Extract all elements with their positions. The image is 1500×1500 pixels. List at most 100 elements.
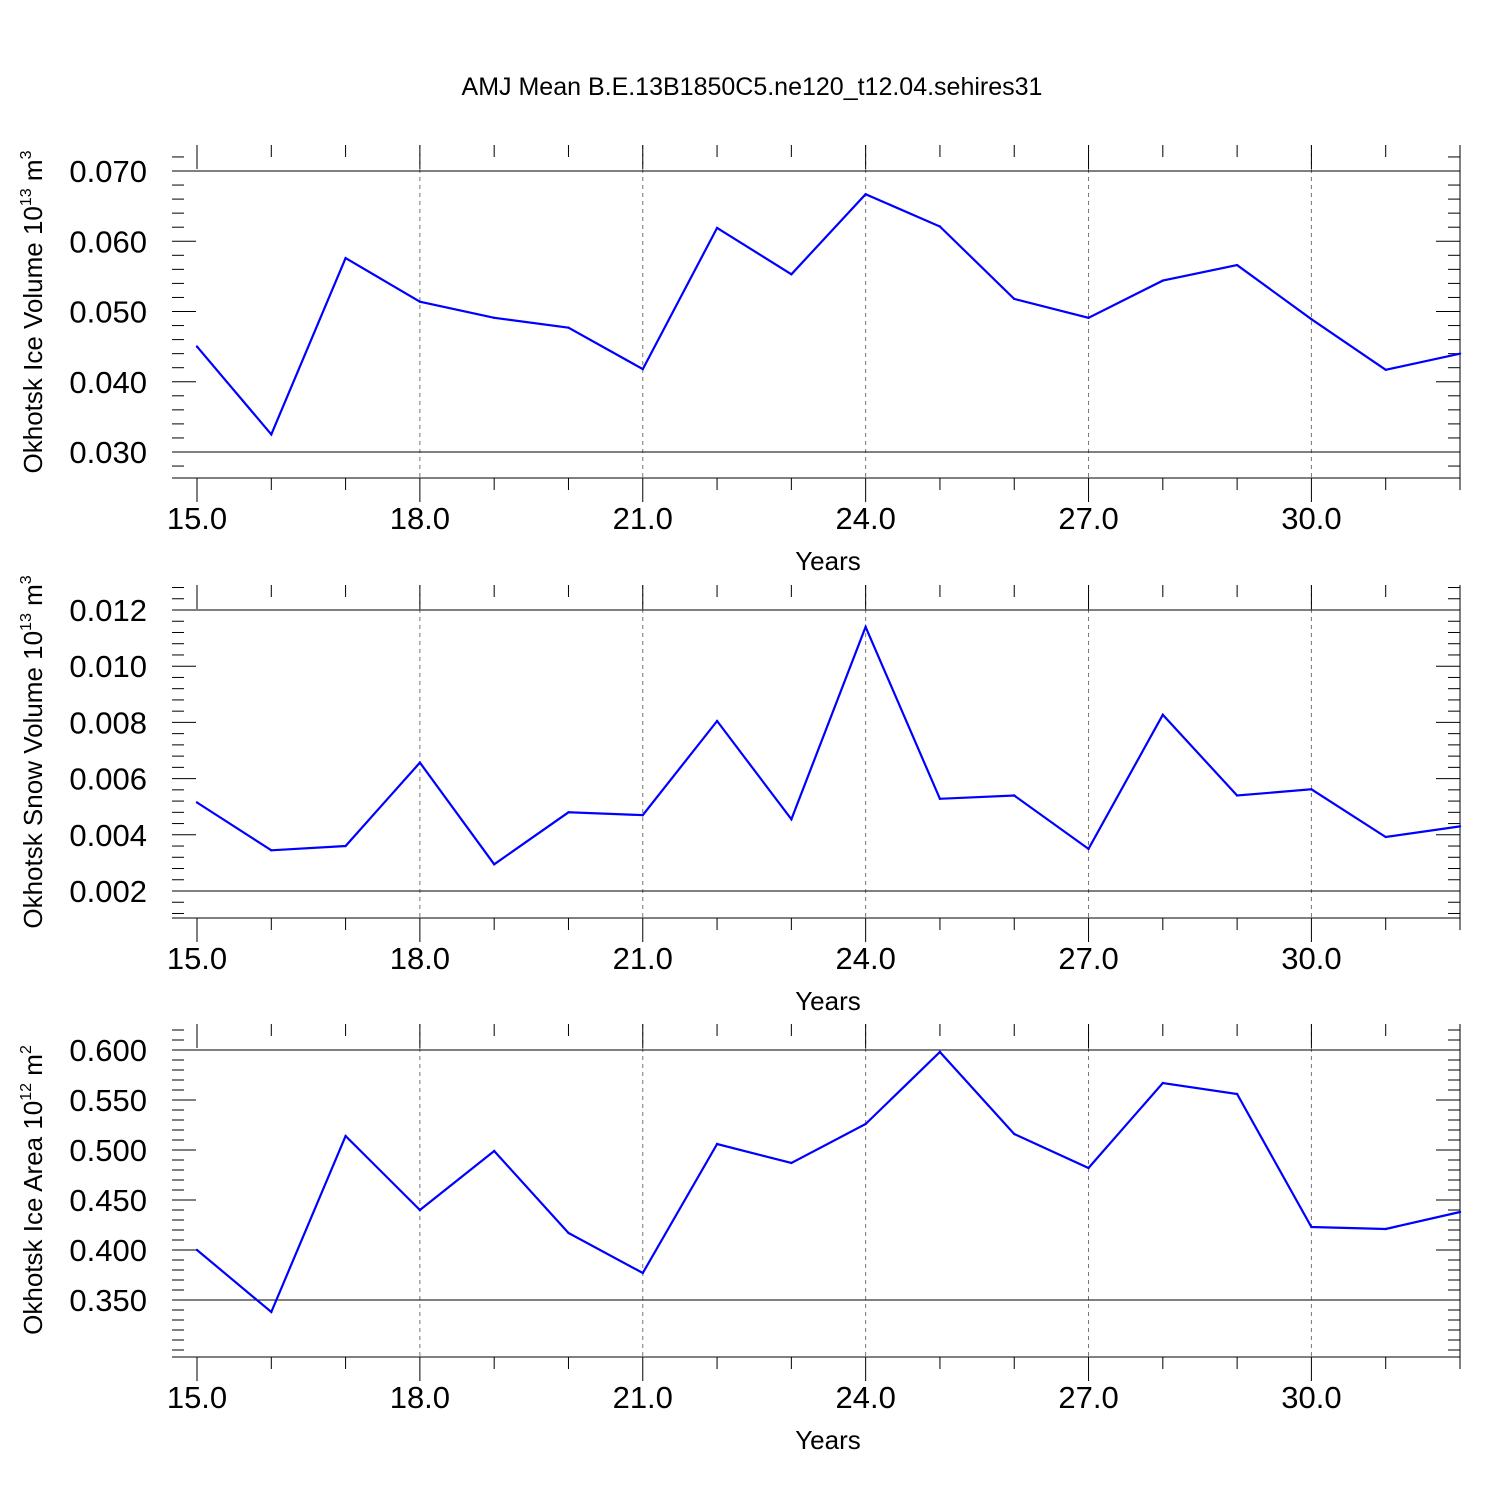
y-tick-label: 0.040 <box>69 365 147 400</box>
data-point <box>715 719 719 723</box>
data-point <box>1235 263 1239 267</box>
x-tick-label: 18.0 <box>390 1380 450 1415</box>
y-tick-label: 0.030 <box>69 435 147 470</box>
x-tick-label: 24.0 <box>835 941 895 976</box>
data-point <box>1458 825 1462 828</box>
data-point <box>1458 352 1462 355</box>
data-point <box>1458 1210 1462 1214</box>
y-axis-label: Okhotsk Snow Volume 1013 m3 <box>18 575 48 928</box>
y-tick-label: 0.500 <box>69 1133 147 1168</box>
y-tick-label: 0.070 <box>69 154 147 189</box>
data-point <box>1013 297 1016 301</box>
y-tick-label: 0.550 <box>69 1083 147 1118</box>
y-tick-label: 0.006 <box>69 762 147 797</box>
x-axis-label: Years <box>795 986 861 1016</box>
data-point <box>938 225 942 228</box>
y-tick-label: 0.400 <box>69 1233 147 1268</box>
x-tick-label: 24.0 <box>835 501 895 536</box>
data-point <box>567 1231 570 1235</box>
data-point <box>492 1149 496 1153</box>
data-point <box>641 813 644 817</box>
x-axis-label: Years <box>795 546 861 576</box>
data-point <box>790 818 793 821</box>
x-tick-label: 27.0 <box>1058 941 1118 976</box>
y-tick-label: 0.450 <box>69 1183 147 1218</box>
data-point <box>492 316 496 320</box>
x-tick-label: 21.0 <box>613 1380 673 1415</box>
figure-title: AMJ Mean B.E.13B1850C5.ne120_t12.04.sehi… <box>462 73 1043 101</box>
data-point <box>790 273 793 276</box>
data-point <box>715 226 719 230</box>
y-tick-label: 0.050 <box>69 295 147 330</box>
data-point <box>938 1050 942 1054</box>
series-line <box>196 1050 1461 1314</box>
chart-panel-2: 15.0 18.0 21.0 24.0 27.0 30.0 0.002 0.004 0.006 0… <box>18 575 1462 1016</box>
data-point <box>1087 847 1090 851</box>
data-point <box>270 433 273 436</box>
x-tick-label: 30.0 <box>1281 941 1341 976</box>
series-line <box>196 192 1461 437</box>
x-tick-label: 21.0 <box>613 941 673 976</box>
x-tick-label: 18.0 <box>390 941 450 976</box>
y-tick-label: 0.350 <box>69 1283 147 1318</box>
data-point <box>195 1248 199 1252</box>
chart-panel-3: 15.0 18.0 21.0 24.0 27.0 30.0 0.350 0.400 0.450 0… <box>18 1024 1462 1455</box>
data-point <box>1384 835 1387 839</box>
x-tick-label: 15.0 <box>167 501 227 536</box>
data-point <box>864 625 867 629</box>
data-point <box>1235 1092 1239 1096</box>
x-tick-label: 15.0 <box>167 941 227 976</box>
data-point <box>864 192 867 196</box>
series-line <box>196 623 1461 866</box>
x-tick-label: 21.0 <box>613 501 673 536</box>
data-point <box>1310 1225 1313 1229</box>
data-point <box>567 811 570 814</box>
data-point <box>790 1161 793 1165</box>
data-point <box>344 1134 347 1138</box>
x-tick-label: 15.0 <box>167 1380 227 1415</box>
data-point <box>1310 788 1313 791</box>
panels: 15.0 18.0 21.0 24.0 27.0 30.0 0.030 0.040 0.050 0… <box>18 145 1462 1455</box>
y-axis-label: Okhotsk Ice Area 1012 m2 <box>18 1045 48 1335</box>
data-point <box>1310 318 1313 321</box>
x-tick-label: 24.0 <box>835 1380 895 1415</box>
data-point <box>567 326 570 329</box>
y-tick-label: 0.060 <box>69 224 147 259</box>
data-point <box>1161 713 1165 717</box>
data-point <box>1384 368 1387 372</box>
data-point <box>864 1122 867 1126</box>
data-point <box>492 863 496 866</box>
data-point <box>344 844 347 848</box>
data-point <box>641 367 644 371</box>
data-point <box>270 1310 273 1314</box>
x-tick-label: 30.0 <box>1281 501 1341 536</box>
data-point <box>938 797 942 801</box>
x-tick-label: 30.0 <box>1281 1380 1341 1415</box>
data-point <box>1384 1227 1387 1231</box>
data-point <box>344 256 347 260</box>
data-point <box>418 300 422 303</box>
y-tick-label: 0.010 <box>69 649 147 684</box>
y-axis-label: Okhotsk Ice Volume 1013 m3 <box>18 150 48 473</box>
y-tick-label: 0.600 <box>69 1033 147 1068</box>
data-point <box>270 849 273 852</box>
x-tick-label: 18.0 <box>390 501 450 536</box>
data-point <box>641 1271 644 1275</box>
data-point <box>1087 316 1090 320</box>
y-tick-label: 0.008 <box>69 705 147 740</box>
x-axis-label: Years <box>795 1425 861 1455</box>
data-point <box>715 1142 719 1146</box>
data-point <box>195 801 199 804</box>
y-tick-label: 0.002 <box>69 874 147 909</box>
x-tick-label: 27.0 <box>1058 501 1118 536</box>
data-point <box>1235 794 1239 797</box>
y-tick-label: 0.012 <box>69 593 147 628</box>
data-point <box>1013 1132 1016 1136</box>
data-point <box>418 761 422 764</box>
data-point <box>1161 1081 1165 1085</box>
data-point <box>1087 1166 1090 1170</box>
data-point <box>1013 794 1016 797</box>
data-point <box>418 1208 422 1212</box>
data-point <box>1161 279 1165 282</box>
